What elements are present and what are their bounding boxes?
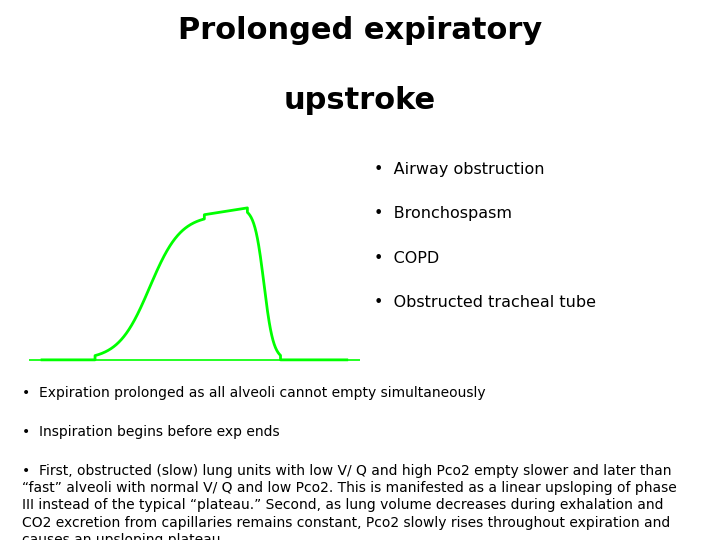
- Text: •  Obstructed tracheal tube: • Obstructed tracheal tube: [374, 295, 596, 310]
- Text: upstroke: upstroke: [284, 86, 436, 116]
- Text: •  Inspiration begins before exp ends: • Inspiration begins before exp ends: [22, 425, 279, 439]
- Text: •  Airway obstruction: • Airway obstruction: [374, 162, 545, 177]
- Text: •  Expiration prolonged as all alveoli cannot empty simultaneously: • Expiration prolonged as all alveoli ca…: [22, 386, 485, 400]
- Text: Prolonged expiratory: Prolonged expiratory: [178, 16, 542, 45]
- Text: •  First, obstructed (slow) lung units with low V/ Q and high Pco2 empty slower : • First, obstructed (slow) lung units wi…: [22, 464, 676, 540]
- Text: •  COPD: • COPD: [374, 251, 440, 266]
- Text: •  Bronchospasm: • Bronchospasm: [374, 206, 513, 221]
